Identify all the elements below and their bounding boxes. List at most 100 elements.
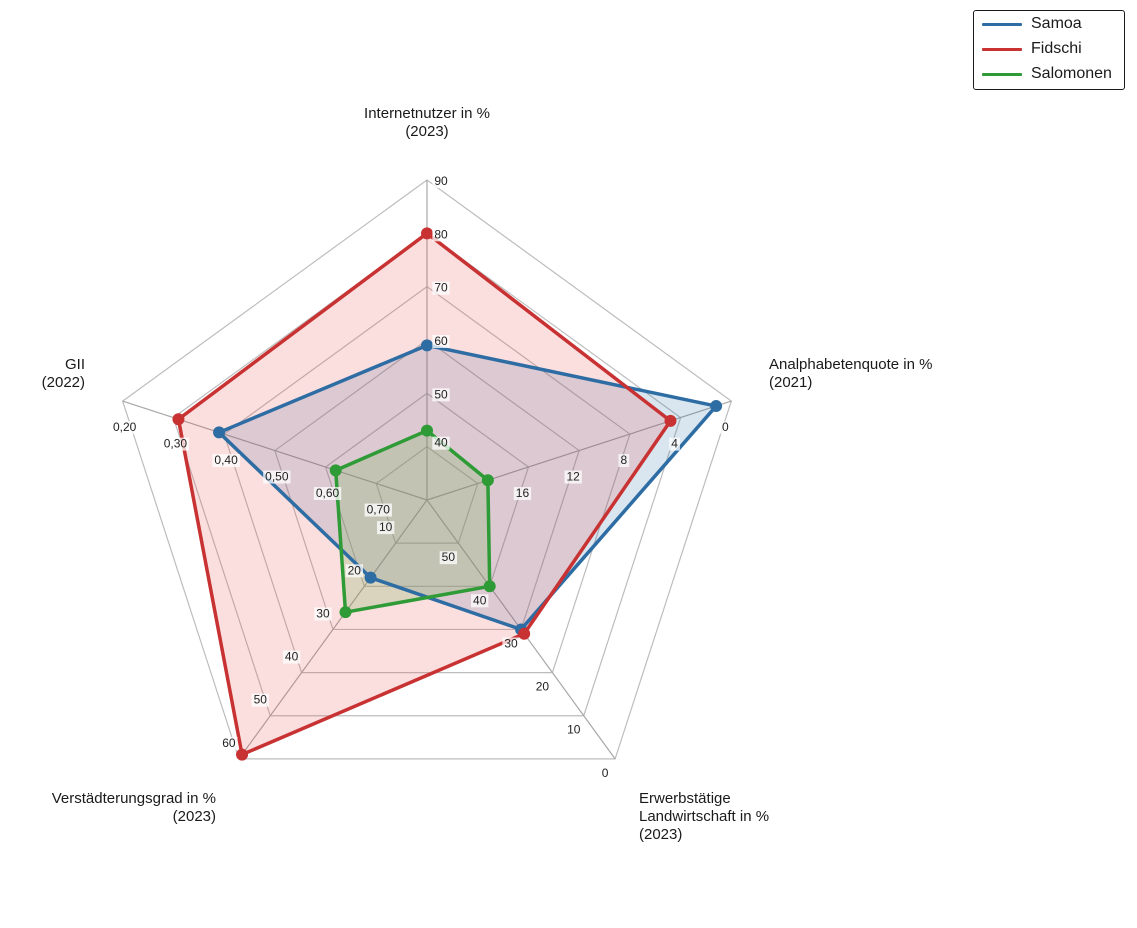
legend-item-fidschi: Fidschi: [974, 37, 1124, 61]
grid-ring-2: [324, 392, 530, 587]
grid-ring-6: [121, 179, 733, 760]
tick-label-2-1: 10: [567, 723, 581, 737]
tick-label-4-1: 0,30: [164, 437, 188, 451]
radar-series: [172, 227, 723, 761]
axis-title-1-line-1: (2021): [769, 374, 812, 391]
axis-title-3-line-1: (2023): [173, 808, 216, 825]
tick-bg-0-5: [432, 436, 450, 450]
point-samoa-1: [710, 400, 723, 413]
tick-bg-0-0: [432, 175, 450, 188]
tick-bg-3-5: [376, 521, 395, 535]
legend-item-samoa: Samoa: [974, 12, 1124, 36]
tick-bg-1-3: [564, 470, 582, 484]
series-area-fidschi: [178, 233, 671, 755]
tick-bg-3-3: [314, 607, 332, 621]
point-salomonen-2: [483, 580, 496, 593]
axis-spoke-3: [238, 499, 428, 760]
axis-title-2-line-2: (2023): [639, 826, 682, 843]
axis-title-2-line-1: Landwirtschaft in %: [639, 808, 769, 825]
tick-bg-1-2: [618, 454, 630, 468]
tick-label-3-3: 30: [316, 606, 330, 620]
tick-label-4-3: 0,50: [265, 470, 289, 484]
tick-bg-1-4: [513, 487, 532, 501]
tick-bg-4-1: [161, 437, 190, 451]
tick-label-4-2: 0,40: [214, 453, 238, 467]
point-samoa-4: [213, 426, 226, 439]
tick-label-1-4: 16: [516, 486, 530, 500]
series-line-salomonen: [333, 428, 492, 614]
tick-label-2-3: 30: [504, 636, 518, 650]
axis-title-4-line-0: GII: [65, 356, 85, 373]
point-salomonen-1: [481, 474, 494, 487]
axis-title-4-line-1: (2022): [42, 374, 85, 391]
point-samoa-0: [421, 339, 433, 352]
tick-bg-2-1: [565, 723, 583, 737]
tick-bg-3-2: [282, 650, 301, 664]
tick-bg-1-1: [669, 437, 680, 451]
series-area-salomonen: [335, 430, 490, 613]
tick-bg-0-2: [432, 281, 450, 295]
tick-bg-0-3: [432, 335, 450, 348]
point-salomonen-4: [329, 464, 342, 477]
tick-label-1-1: 4: [671, 437, 678, 451]
legend-swatch-fidschi: [982, 48, 1022, 51]
point-fidschi-1: [664, 414, 677, 427]
point-samoa-3: [364, 571, 377, 584]
tick-label-2-0: 0: [602, 766, 609, 780]
tick-label-3-5: 10: [379, 520, 393, 534]
tick-bg-2-4: [471, 594, 489, 608]
tick-label-1-0: 0: [722, 420, 729, 434]
point-fidschi-0: [421, 227, 433, 240]
tick-label-4-4: 0,60: [316, 486, 340, 500]
axis-spoke-1: [426, 400, 732, 501]
tick-label-0-4: 50: [434, 387, 448, 401]
tick-bg-3-0: [220, 736, 238, 750]
tick-bg-1-0: [719, 421, 731, 435]
grid-ring-4: [223, 285, 631, 674]
tick-bg-4-2: [212, 454, 240, 468]
tick-label-1-2: 8: [621, 453, 628, 467]
tick-label-3-2: 40: [285, 650, 299, 664]
tick-bg-0-1: [432, 228, 450, 242]
tick-label-1-3: 12: [566, 470, 580, 484]
tick-label-4-0: 0,20: [113, 420, 137, 434]
series-area-samoa: [219, 345, 717, 630]
legend: Samoa Fidschi Salomonen: [973, 10, 1125, 90]
axis-title-0-line-1: (2023): [405, 123, 448, 140]
tick-label-0-2: 70: [434, 281, 448, 295]
legend-item-salomonen: Salomonen: [974, 62, 1124, 86]
tick-label-4-5: 0,70: [367, 503, 391, 517]
grid-ring-5: [172, 232, 682, 717]
tick-bg-2-2: [533, 680, 552, 694]
axis-title-1-line-0: Analphabetenquote in %: [769, 356, 932, 373]
series-line-samoa: [217, 343, 718, 632]
point-salomonen-3: [339, 606, 352, 619]
tick-label-0-1: 80: [434, 227, 448, 241]
tick-bg-3-1: [251, 693, 269, 707]
tick-bg-4-5: [364, 503, 392, 517]
grid-ring-1: [375, 445, 479, 544]
tick-label-2-4: 40: [473, 593, 487, 607]
series-line-fidschi: [176, 231, 673, 757]
tick-bg-2-3: [502, 637, 520, 651]
point-fidschi-3: [236, 748, 249, 761]
tick-bg-2-0: [599, 766, 611, 780]
tick-label-0-5: 40: [434, 436, 448, 450]
legend-label-samoa: Samoa: [1031, 15, 1082, 32]
tick-bg-4-4: [313, 487, 342, 501]
point-fidschi-2: [518, 627, 531, 640]
tick-bg-3-4: [345, 564, 363, 578]
point-salomonen-0: [421, 424, 433, 437]
axis-title-0-line-0: Internetnutzer in %: [364, 105, 490, 122]
legend-label-salomonen: Salomonen: [1031, 65, 1112, 82]
tick-bg-4-0: [110, 421, 139, 435]
grid-ring-3: [274, 339, 580, 631]
radar-axis-titles: Internetnutzer in %(2023)Analphabetenquo…: [42, 105, 933, 843]
tick-label-0-0: 90: [434, 174, 448, 188]
axis-title-2-line-0: Erwerbstätige: [639, 790, 731, 807]
tick-label-2-2: 20: [536, 680, 550, 694]
tick-bg-2-5: [439, 551, 458, 565]
legend-swatch-salomonen: [982, 73, 1022, 76]
tick-bg-4-3: [263, 470, 291, 484]
